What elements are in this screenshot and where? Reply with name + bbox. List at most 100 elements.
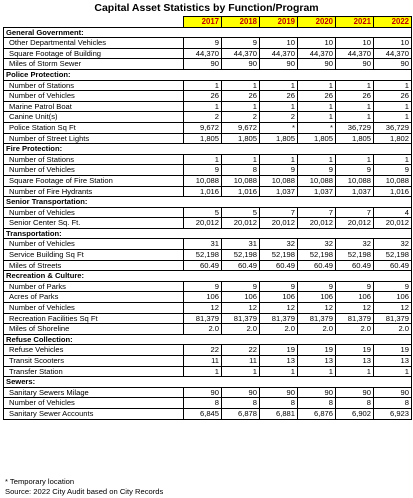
table-row: Number of Fire Hydrants 1,016 1,016 1,037 1,… [3, 185, 412, 198]
value-cell-2021: 44,370 [335, 47, 374, 60]
value-cell-2018: 9 [221, 280, 260, 293]
value-cell-2022: 9 [373, 280, 412, 293]
value-cell-2021: 52,198 [335, 249, 374, 261]
value-cell-2018: 52,198 [221, 249, 260, 261]
value-cell-2018: 9 [221, 37, 260, 49]
value-cell-2018: 10,088 [221, 174, 260, 187]
row-label: Square Footage of Building [3, 47, 184, 60]
value-cell-2021: 81,379 [335, 312, 374, 325]
value-cell-2020: 9 [297, 164, 336, 176]
value-cell-2020: 1 [297, 365, 336, 378]
value-cell-2021: 1 [335, 365, 374, 378]
section-heading-row: Transportation: [3, 227, 412, 240]
value-cell-2017: 9 [183, 164, 222, 176]
value-cell-2018: 31 [221, 238, 260, 251]
value-cell-2022: 44,370 [373, 47, 412, 60]
value-cell-2017: 20,012 [183, 217, 222, 229]
section-heading: Senior Transportation: [3, 196, 412, 208]
row-label: Miles of Shoreline [3, 323, 184, 335]
value-cell-2021: 1 [335, 153, 374, 166]
value-cell-2022: 1 [373, 365, 412, 378]
footnote-source: Source: 2022 City Audit based on City Re… [5, 487, 164, 496]
table-row: Sanitary Sewer Accounts 6,845 6,878 6,881 6,… [3, 407, 412, 420]
value-cell-2017: 2.0 [183, 323, 222, 335]
value-cell-2019: 2 [259, 111, 298, 123]
value-cell-2017: 44,370 [183, 47, 222, 60]
value-cell-2021: 10 [335, 37, 374, 49]
row-label: Number of Vehicles [3, 206, 184, 219]
table-row: Miles of Shoreline 2.0 2.0 2.0 2.0 2.0 2.0 [3, 323, 412, 335]
value-cell-2017: 1 [183, 79, 222, 92]
value-cell-2018: 5 [221, 206, 260, 219]
row-label: Sanitary Sewers Milage [3, 386, 184, 399]
value-cell-2017: 81,379 [183, 312, 222, 325]
value-cell-2020: 1 [297, 153, 336, 166]
row-label: Recreation Facilities Sq Ft [3, 312, 184, 325]
value-cell-2022: 9 [373, 164, 412, 176]
value-cell-2017: 10,088 [183, 174, 222, 187]
value-cell-2021: 1 [335, 100, 374, 113]
value-cell-2019: 1 [259, 79, 298, 92]
value-cell-2018: 90 [221, 386, 260, 399]
table-row: Senior Center Sq. Ft. 20,012 20,012 20,012 2… [3, 217, 412, 229]
value-cell-2018: 1,016 [221, 185, 260, 198]
footnote-temporary-location: * Temporary location [5, 477, 75, 486]
year-header-2017: 2017 [183, 16, 222, 28]
value-cell-2017: 1 [183, 365, 222, 378]
value-cell-2022: 32 [373, 238, 412, 251]
table-row: Number of Vehicles 5 5 7 7 7 4 [3, 206, 412, 219]
value-cell-2019: 1,805 [259, 132, 298, 145]
value-cell-2020: 106 [297, 291, 336, 304]
row-label: Number of Stations [3, 153, 184, 166]
value-cell-2021: 36,729 [335, 121, 374, 134]
value-cell-2019: 9 [259, 280, 298, 293]
value-cell-2020: 52,198 [297, 249, 336, 261]
header-blank-cell [3, 16, 184, 28]
year-header-2020: 2020 [297, 16, 336, 28]
value-cell-2022: 1 [373, 111, 412, 123]
value-cell-2017: 11 [183, 355, 222, 367]
value-cell-2021: 19 [335, 344, 374, 356]
value-cell-2019: 1,037 [259, 185, 298, 198]
row-label: Number of Vehicles [3, 164, 184, 176]
row-label: Acres of Parks [3, 291, 184, 304]
value-cell-2017: 26 [183, 90, 222, 102]
value-cell-2017: 8 [183, 397, 222, 409]
value-cell-2018: 2.0 [221, 323, 260, 335]
value-cell-2019: 81,379 [259, 312, 298, 325]
year-header-2019: 2019 [259, 16, 298, 28]
value-cell-2022: 2.0 [373, 323, 412, 335]
year-header-2021: 2021 [335, 16, 374, 28]
value-cell-2020: 1 [297, 100, 336, 113]
row-label: Other Departmental Vehicles [3, 37, 184, 49]
value-cell-2017: 9 [183, 280, 222, 293]
row-label: Number of Vehicles [3, 302, 184, 314]
value-cell-2018: 1,805 [221, 132, 260, 145]
value-cell-2017: 31 [183, 238, 222, 251]
value-cell-2017: 5 [183, 206, 222, 219]
table-row: Canine Unit(s) 2 2 2 1 1 1 [3, 111, 412, 123]
value-cell-2018: 26 [221, 90, 260, 102]
table-row: Square Footage of Building 44,370 44,370 44… [3, 47, 412, 60]
value-cell-2019: 19 [259, 344, 298, 356]
value-cell-2022: 52,198 [373, 249, 412, 261]
value-cell-2022: 19 [373, 344, 412, 356]
value-cell-2021: 8 [335, 397, 374, 409]
section-heading: Police Protection: [3, 68, 412, 81]
value-cell-2020: 90 [297, 386, 336, 399]
table-row: Number of Stations 1 1 1 1 1 1 [3, 79, 412, 92]
value-cell-2019: 10,088 [259, 174, 298, 187]
row-label: Miles of Streets [3, 259, 184, 272]
value-cell-2018: 106 [221, 291, 260, 304]
statistics-table: 2017 2018 2019 2020 2021 2022 General Go… [3, 16, 412, 420]
value-cell-2022: 81,379 [373, 312, 412, 325]
year-header-2022: 2022 [373, 16, 412, 28]
section-heading: Fire Protection: [3, 143, 412, 155]
value-cell-2019: 44,370 [259, 47, 298, 60]
value-cell-2022: 12 [373, 302, 412, 314]
table-row: Number of Vehicles 26 26 26 26 26 26 [3, 90, 412, 102]
value-cell-2018: 1 [221, 153, 260, 166]
value-cell-2019: 52,198 [259, 249, 298, 261]
value-cell-2022: 13 [373, 355, 412, 367]
value-cell-2017: 106 [183, 291, 222, 304]
